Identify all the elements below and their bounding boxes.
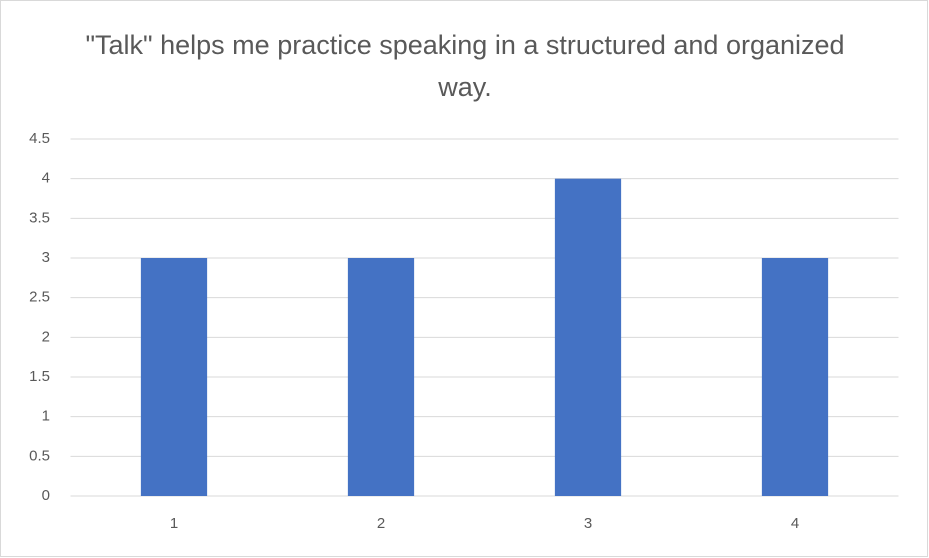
y-tick-label: 4 (42, 170, 50, 187)
chart-title: "Talk" helps me practice speaking in a s… (85, 30, 845, 102)
x-tick-label: 4 (791, 515, 799, 532)
bar (347, 258, 415, 496)
bar (140, 258, 208, 496)
y-tick-label: 3 (42, 249, 50, 266)
y-tick-label: 2.5 (29, 289, 50, 306)
bar (554, 178, 622, 496)
y-tick-label: 1.5 (29, 368, 50, 385)
x-tick-label: 1 (170, 515, 178, 532)
x-tick-label: 2 (377, 515, 385, 532)
bar (761, 258, 829, 496)
y-tick-label: 4.5 (29, 130, 50, 147)
x-tick-label: 3 (584, 515, 592, 532)
y-tick-label: 3.5 (29, 209, 50, 226)
y-tick-label: 2 (42, 328, 50, 345)
y-tick-label: 0 (42, 487, 50, 504)
y-tick-label: 0.5 (29, 447, 50, 464)
y-tick-label: 1 (42, 408, 50, 425)
